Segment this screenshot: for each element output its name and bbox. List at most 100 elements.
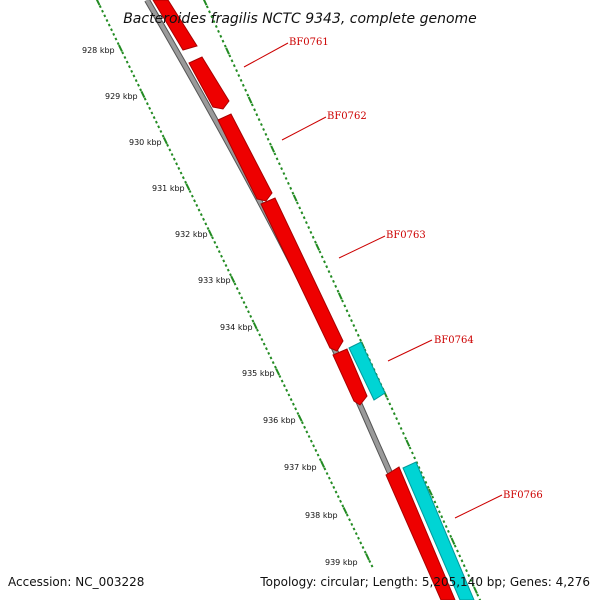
gene-label-bf0761[interactable]: BF0761 [289,37,329,48]
outer-scale-minor-tick [110,28,113,32]
inner-scale-major-tick [225,47,230,55]
gene-bf0766-cyan[interactable] [402,461,475,600]
gene-label-bf0763[interactable]: BF0763 [386,230,426,241]
inner-scale-major-tick [405,439,411,447]
outer-scale-minor-tick [303,425,307,429]
scale-label-939: 939 kbp [325,558,358,567]
outer-scale-minor-tick [148,106,152,110]
outer-scale-minor-tick [278,374,282,378]
gene-bf0762[interactable] [217,113,273,202]
inner-scale-minor-tick [237,73,241,78]
inner-scale-minor-tick [212,20,216,24]
inner-scale-minor-tick [300,211,304,215]
inner-scale-minor-tick [282,172,286,176]
gene-bf0764-cyan[interactable] [348,341,386,401]
outer-scale-minor-tick [339,499,342,503]
outer-scale-minor-tick [352,527,356,531]
outer-scale-minor-tick [262,342,266,346]
inner-scale-minor-tick [471,583,475,587]
outer-scale-minor-tick [336,495,340,499]
gene-label-bf0762[interactable]: BF0762 [327,111,367,122]
inner-scale-minor-tick [219,34,223,38]
outer-scale-minor-tick [128,65,131,69]
outer-scale-minor-tick [229,273,232,277]
outer-scale-minor-tick [361,545,365,550]
outer-scale-ticks [95,0,374,568]
outer-scale-minor-tick [134,79,138,83]
outer-scale-minor-tick [213,240,217,244]
outer-scale-minor-tick [332,485,336,489]
outer-scale-minor-tick [177,166,181,170]
outer-scale-minor-tick [291,402,295,406]
genome-summary: Topology: circular; Length: 5,205,140 bp… [259,575,590,589]
map-title: Bacteroides fragilis NCTC 9343, complete… [123,11,477,27]
inner-scale-minor-tick [422,475,426,479]
outer-scale-minor-tick [184,180,188,184]
outer-scale-minor-tick [161,134,165,138]
outer-scale-minor-tick [193,199,196,203]
outer-scale-minor-tick [318,458,322,462]
inner-scale-minor-tick [217,29,220,33]
outer-scale-minor-tick [195,203,199,207]
inner-scale-major-tick [270,145,276,153]
inner-scale-minor-tick [255,113,259,117]
outer-scale-minor-tick [172,157,176,161]
outer-scale-major-tick [185,183,191,191]
inner-scale-minor-tick [401,431,405,435]
scale-label-934: 934 kbp [220,323,253,332]
inner-scale-minor-tick [433,500,437,504]
gene-label-bf0766[interactable]: BF0766 [503,490,543,501]
inner-scale-minor-tick [205,5,209,9]
inner-scale-minor-tick [291,191,295,195]
gene-bf0766-red[interactable] [385,466,456,600]
outer-scale-minor-tick [238,291,241,295]
forward-gene-track [152,0,456,600]
inner-scale-minor-tick [478,598,482,600]
gene-bf0764-red[interactable] [332,348,368,406]
outer-scale-minor-tick [112,32,116,36]
inner-scale-minor-tick [388,402,392,406]
outer-scale-minor-tick [137,83,140,87]
outer-scale-minor-tick [307,435,311,439]
inner-scale-minor-tick [325,265,329,269]
scale-label-930: 930 kbp [129,138,162,147]
inner-scale-minor-tick [275,157,279,161]
inner-scale-minor-tick [208,10,211,14]
gene-callout-lines [243,42,503,519]
outer-scale-minor-tick [256,328,259,332]
gene-bf0761-segment-2[interactable] [188,56,230,110]
outer-scale-minor-tick [116,42,120,46]
inner-scale-minor-tick [266,137,270,141]
inner-scale-minor-tick [356,333,360,337]
inner-scale-major-tick [292,194,298,202]
outer-scale-minor-tick [145,102,149,106]
inner-scale-minor-tick [352,323,356,328]
inner-scale-minor-tick [476,593,480,597]
outer-scale-major-tick [162,137,168,145]
outer-scale-minor-tick [215,245,219,249]
outer-scale-minor-tick [224,263,228,268]
inner-scale-minor-tick [343,304,347,308]
outer-scale-minor-tick [202,217,205,221]
outer-scale-minor-tick [251,319,255,323]
inner-scale-minor-tick [410,451,414,455]
inner-scale-minor-tick [246,93,250,97]
inner-scale-minor-tick [392,412,396,416]
gene-bf0761-segment-1[interactable] [152,0,198,51]
inner-scale-minor-tick [289,186,293,190]
inner-scale-minor-tick [446,529,450,533]
gene-labels: BF0761 BF0762 BF0763 BF0764 BF0766 [289,37,543,501]
inner-scale-minor-tick [399,426,403,430]
gene-label-bf0764[interactable]: BF0764 [434,335,474,346]
outer-scale-minor-tick [265,347,268,351]
inner-scale-minor-tick [347,314,351,318]
inner-scale-minor-tick [298,206,302,210]
gene-bf0763[interactable] [260,197,344,352]
outer-scale-minor-tick [105,18,109,23]
inner-scale-minor-tick [413,456,417,460]
outer-scale-minor-tick [226,268,230,272]
outer-scale-minor-tick [314,448,318,452]
outer-scale-minor-tick [121,51,125,55]
inner-scale-minor-tick [304,221,308,225]
outer-scale-minor-tick [143,97,147,101]
